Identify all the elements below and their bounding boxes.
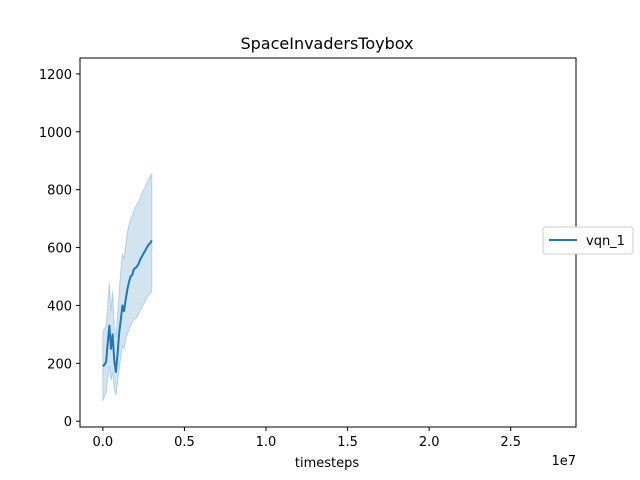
y-tick-label: 800 xyxy=(47,184,72,199)
legend-box xyxy=(542,226,634,255)
plot-area xyxy=(79,57,577,428)
series-line-vqn-1 xyxy=(102,239,153,374)
x-axis-label: timesteps xyxy=(295,456,359,471)
x-tick-label: 0.5 xyxy=(174,435,195,450)
legend-label-vqn-1: vqn_1 xyxy=(586,234,625,249)
axes-frame xyxy=(79,57,577,428)
x-tick-label: 2.0 xyxy=(419,435,440,450)
legend: vqn_1 xyxy=(542,226,634,255)
y-tick-label: 1200 xyxy=(39,68,72,83)
x-axis-offset-label: 1e7 xyxy=(551,454,576,469)
y-tick-label: 0 xyxy=(64,415,72,430)
x-tick-label: 1.5 xyxy=(337,435,358,450)
x-tick-label: 2.5 xyxy=(500,435,521,450)
y-tick-label: 600 xyxy=(47,242,72,257)
x-axis: 0.0 0.5 1.0 1.5 2.0 2.5 xyxy=(92,427,521,450)
y-tick-label: 1000 xyxy=(39,126,72,141)
y-axis: 0 200 400 600 800 1000 1200 xyxy=(39,68,80,430)
x-tick-label: 1.0 xyxy=(256,435,277,450)
x-tick-label: 0.0 xyxy=(92,435,113,450)
y-tick-label: 200 xyxy=(47,357,72,372)
y-tick-label: 400 xyxy=(47,299,72,314)
chart-title: SpaceInvadersToybox xyxy=(240,34,413,53)
